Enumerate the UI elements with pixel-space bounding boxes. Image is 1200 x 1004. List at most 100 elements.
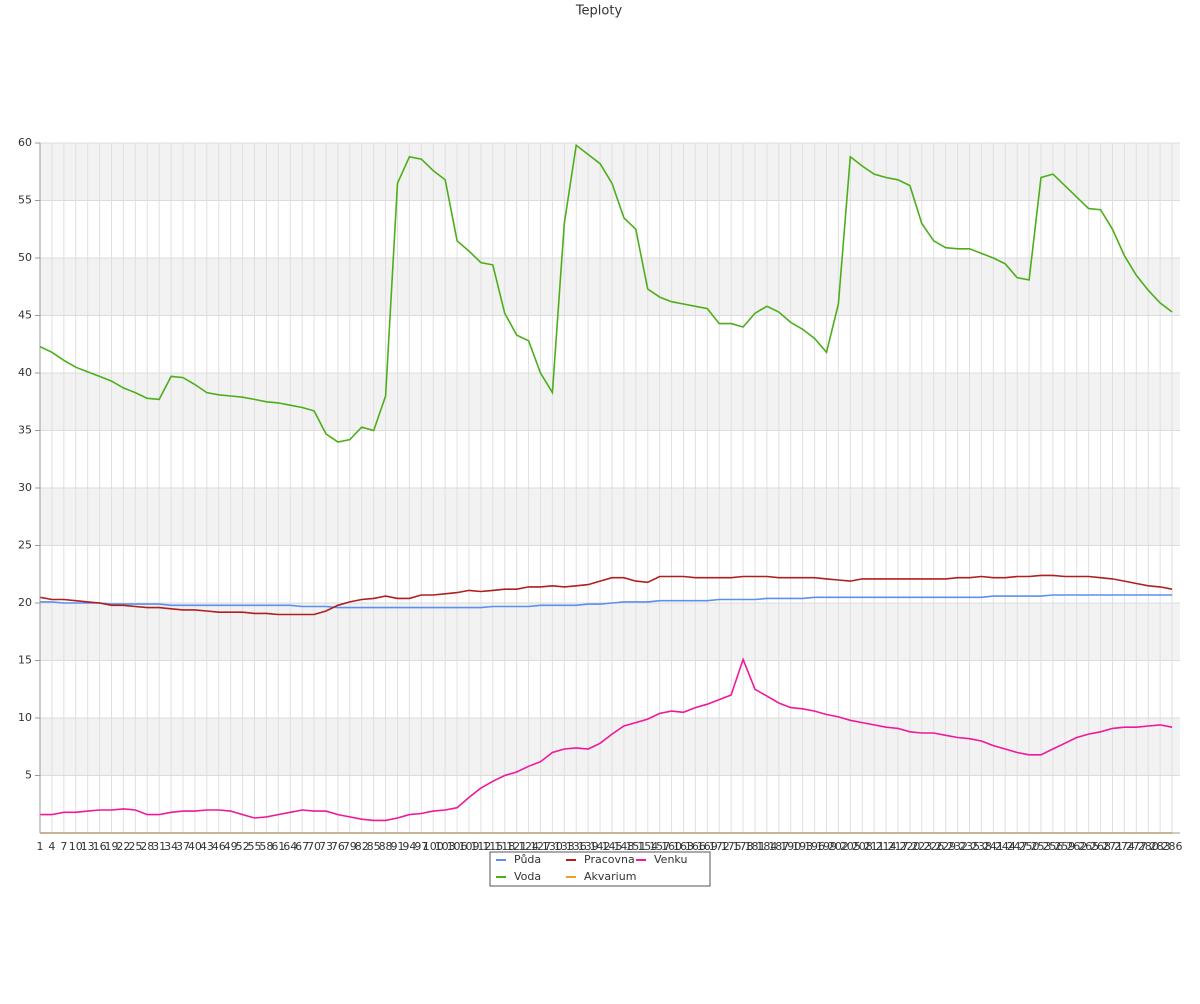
x-tick-label: 202 [828, 840, 849, 853]
x-tick-label: 181 [744, 840, 765, 853]
x-tick-label: 187 [768, 840, 789, 853]
x-tick-label: 85 [367, 840, 381, 853]
x-tick-label: 271 [1102, 840, 1123, 853]
x-tick-label: 7 [60, 840, 67, 853]
x-tick-label: 109 [458, 840, 479, 853]
x-tick-label: 148 [613, 840, 634, 853]
grid-band [40, 718, 1180, 776]
x-tick-label: 160 [661, 840, 682, 853]
x-tick-label: 52 [236, 840, 250, 853]
x-tick-label: 88 [379, 840, 393, 853]
legend-label: Pracovna [584, 853, 635, 866]
x-tick-label: 58 [259, 840, 273, 853]
x-tick-label: 217 [887, 840, 908, 853]
x-tick-label: 208 [852, 840, 873, 853]
x-tick-label: 262 [1066, 840, 1087, 853]
series-line [40, 657, 1173, 822]
series-line [39, 574, 1173, 616]
x-tick-label: 118 [494, 840, 515, 853]
x-tick-label: 151 [625, 840, 646, 853]
x-tick-label: 145 [601, 840, 622, 853]
series-line [39, 143, 1173, 443]
grid-band [40, 488, 1180, 546]
y-tick-label: 45 [18, 309, 32, 322]
x-tick-label: 73 [319, 840, 333, 853]
y-tick-label: 35 [18, 424, 32, 437]
x-tick-label: 61 [271, 840, 285, 853]
x-tick-label: 25 [128, 840, 142, 853]
x-tick-label: 22 [116, 840, 130, 853]
chart-title: Teploty [575, 4, 623, 19]
y-tick-label: 15 [18, 654, 32, 667]
series-line [40, 594, 1173, 609]
y-tick-label: 30 [18, 481, 32, 494]
x-tick-label: 127 [530, 840, 551, 853]
x-tick-label: 277 [1126, 840, 1147, 853]
x-tick-label: 199 [816, 840, 837, 853]
x-tick-label: 100 [423, 840, 444, 853]
x-tick-label: 130 [542, 840, 563, 853]
x-tick-label: 19 [104, 840, 118, 853]
x-tick-label: 247 [1007, 840, 1028, 853]
x-tick-label: 136 [566, 840, 587, 853]
x-tick-label: 1 [37, 840, 44, 853]
x-tick-label: 106 [447, 840, 468, 853]
x-tick-label: 178 [733, 840, 754, 853]
x-tick-label: 31 [152, 840, 166, 853]
x-tick-label: 97 [414, 840, 428, 853]
legend-box [489, 851, 711, 887]
x-tick-label: 175 [721, 840, 742, 853]
x-tick-label: 163 [673, 840, 694, 853]
x-tick-label: 79 [343, 840, 357, 853]
x-tick-label: 64 [283, 840, 297, 853]
x-tick-label: 49 [224, 840, 238, 853]
legend-label: Voda [514, 870, 541, 883]
x-tick-label: 55 [247, 840, 261, 853]
x-tick-label: 94 [402, 840, 416, 853]
x-tick-label: 82 [355, 840, 369, 853]
x-tick-label: 37 [176, 840, 190, 853]
legend-label: Venku [654, 853, 687, 866]
x-tick-label: 121 [506, 840, 527, 853]
x-tick-label: 211 [864, 840, 885, 853]
x-tick-label: 190 [780, 840, 801, 853]
x-tick-label: 154 [637, 840, 658, 853]
x-tick-label: 214 [876, 840, 897, 853]
x-tick-label: 223 [911, 840, 932, 853]
x-tick-label: 265 [1078, 840, 1099, 853]
x-tick-label: 157 [649, 840, 670, 853]
y-tick-label: 50 [18, 251, 32, 264]
x-tick-label: 286 [1162, 840, 1183, 853]
x-tick-label: 124 [518, 840, 539, 853]
x-tick-label: 280 [1138, 840, 1159, 853]
x-tick-label: 193 [792, 840, 813, 853]
x-tick-label: 16 [93, 840, 107, 853]
x-tick-label: 133 [554, 840, 575, 853]
x-tick-label: 241 [983, 840, 1004, 853]
x-tick-label: 139 [578, 840, 599, 853]
x-tick-label: 76 [331, 840, 345, 853]
x-tick-label: 229 [935, 840, 956, 853]
x-tick-label: 259 [1054, 840, 1075, 853]
x-tick-label: 253 [1030, 840, 1051, 853]
x-tick-label: 283 [1150, 840, 1171, 853]
y-tick-label: 55 [18, 194, 32, 207]
x-tick-label: 256 [1042, 840, 1063, 853]
x-tick-label: 142 [590, 840, 611, 853]
x-tick-label: 244 [995, 840, 1016, 853]
x-tick-label: 115 [482, 840, 503, 853]
x-tick-label: 238 [971, 840, 992, 853]
legend-label: Akvarium [584, 870, 636, 883]
y-tick-label: 60 [18, 136, 32, 149]
x-tick-label: 10 [69, 840, 83, 853]
x-tick-label: 46 [212, 840, 226, 853]
x-tick-label: 34 [164, 840, 178, 853]
x-tick-label: 67 [295, 840, 309, 853]
x-tick-label: 196 [804, 840, 825, 853]
y-tick-label: 20 [18, 596, 32, 609]
x-tick-label: 250 [1019, 840, 1040, 853]
x-tick-label: 172 [709, 840, 730, 853]
x-tick-label: 205 [840, 840, 861, 853]
x-tick-label: 220 [899, 840, 920, 853]
